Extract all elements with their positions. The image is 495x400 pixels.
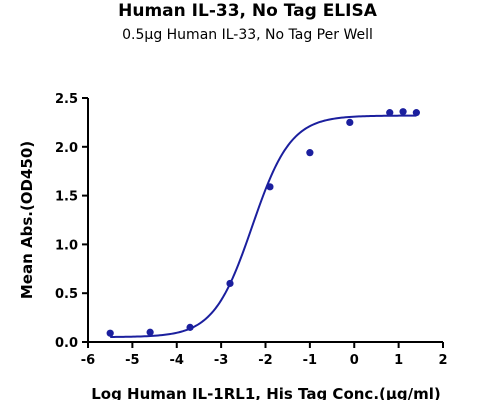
y-tick-label: 1.5 <box>55 190 78 205</box>
x-tick-label: -6 <box>81 353 95 368</box>
data-point <box>266 183 274 191</box>
x-tick-label: -1 <box>303 353 317 368</box>
x-tick-label: -3 <box>214 353 228 368</box>
y-tick-label: 0.5 <box>55 287 78 302</box>
x-tick-label: 0 <box>350 353 359 368</box>
y-axis-label: Mean Abs.(OD450) <box>18 141 36 299</box>
y-tick-label: 1.0 <box>55 238 78 253</box>
x-tick-label: 1 <box>394 353 403 368</box>
data-point <box>386 109 394 117</box>
data-point <box>106 329 114 337</box>
data-point <box>146 328 154 336</box>
data-point <box>306 149 314 157</box>
data-point <box>186 323 194 331</box>
data-point <box>226 279 234 288</box>
x-tick-label: -5 <box>125 353 139 368</box>
x-axis-label: Log Human IL-1RL1, His Tag Conc.(µg/ml) <box>91 385 441 400</box>
x-tick-label: -4 <box>170 353 184 368</box>
y-tick-label: 2.0 <box>55 141 78 156</box>
data-point <box>412 109 420 117</box>
y-tick-label: 0.0 <box>55 336 78 351</box>
x-tick-label: 2 <box>438 353 447 368</box>
plot-area: -6 -5 -4 -3 -2 -1 0 1 2 0.0 0.5 1.0 1.5 2.0 2.5 <box>55 92 448 368</box>
fit-curve <box>110 114 417 338</box>
chart-subtitle: 0.5µg Human IL-33, No Tag Per Well <box>122 27 373 43</box>
chart-title: Human IL-33, No Tag ELISA <box>118 1 378 21</box>
y-tick-label: 2.5 <box>55 92 78 107</box>
x-tick-label: -2 <box>258 353 272 368</box>
data-point <box>346 118 354 126</box>
data-point <box>399 108 407 116</box>
